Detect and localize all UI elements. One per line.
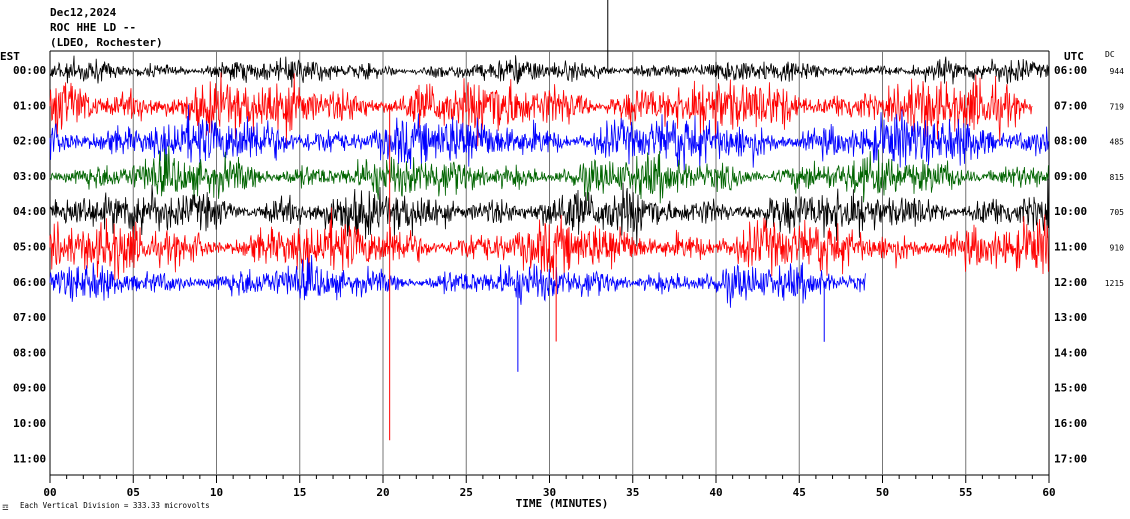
x-tick-label: 40 — [709, 486, 722, 499]
est-axis-title: EST — [0, 50, 20, 63]
utc-hour-label: 11:00 — [1054, 241, 1087, 254]
utc-hour-label: 08:00 — [1054, 135, 1087, 148]
est-hour-label: 07:00 — [13, 311, 46, 324]
est-hour-label: 01:00 — [13, 99, 46, 112]
est-hour-label: 08:00 — [13, 346, 46, 359]
utc-axis-title: UTC — [1064, 50, 1084, 63]
header-date: Dec12,2024 — [50, 6, 117, 19]
row-labels: 00:00 06:00 944 01:00 07:00 719 02:00 08:00 485 0… — [13, 64, 1124, 465]
x-tick-label: 60 — [1042, 486, 1055, 499]
trace-row-00:00 — [49, 55, 1049, 88]
utc-hour-label: 07:00 — [1054, 99, 1087, 112]
utc-hour-label: 17:00 — [1054, 452, 1087, 465]
est-hour-label: 10:00 — [13, 417, 46, 430]
utc-hour-label: 13:00 — [1054, 311, 1087, 324]
est-hour-label: 00:00 — [13, 64, 46, 77]
trace-row-06:00 — [49, 254, 866, 308]
header-network: (LDEO, Rochester) — [50, 36, 163, 49]
x-axis-label: TIME (MINUTES) — [516, 497, 609, 510]
dc-offset-value: 944 — [1110, 67, 1125, 76]
x-tick-label: 55 — [959, 486, 972, 499]
trace-row-01:00 — [49, 72, 1033, 148]
x-tick-label: 00 — [43, 486, 56, 499]
trace-row-03:00 — [49, 145, 1049, 204]
x-tick-label: 15 — [293, 486, 306, 499]
dc-offset-value: 705 — [1110, 208, 1125, 217]
dc-offset-value: 719 — [1110, 102, 1125, 111]
x-tick-label: 30 — [543, 486, 556, 499]
x-tick-label: 20 — [376, 486, 389, 499]
est-hour-label: 04:00 — [13, 205, 46, 218]
dc-offset-value: 910 — [1110, 244, 1125, 253]
est-hour-label: 09:00 — [13, 382, 46, 395]
x-tick-label: 35 — [626, 486, 639, 499]
trace-row-04:00 — [49, 178, 1049, 247]
dc-offset-value: 815 — [1110, 173, 1125, 182]
x-tick-label: 05 — [127, 486, 140, 499]
utc-hour-label: 16:00 — [1054, 417, 1087, 430]
est-hour-label: 11:00 — [13, 452, 46, 465]
utc-hour-label: 10:00 — [1054, 205, 1087, 218]
utc-hour-label: 06:00 — [1054, 64, 1087, 77]
utc-hour-label: 15:00 — [1054, 382, 1087, 395]
x-tick-label: 50 — [876, 486, 889, 499]
x-tick-label: 10 — [210, 486, 223, 499]
est-hour-label: 02:00 — [13, 135, 46, 148]
dc-offset-value: 485 — [1110, 138, 1125, 147]
x-axis: 00 05 10 15 20 25 30 35 40 45 50 55 60 — [43, 475, 1056, 499]
trace-row-02:00 — [49, 104, 1049, 172]
est-hour-label: 05:00 — [13, 241, 46, 254]
vertical-division-note: Each Vertical Division = 333.33 microvol… — [20, 501, 210, 510]
est-hour-label: 06:00 — [13, 276, 46, 289]
utc-hour-label: 14:00 — [1054, 346, 1087, 359]
header-station: ROC HHE LD -- — [50, 21, 136, 34]
trace-row-05:00 — [49, 207, 1049, 281]
x-tick-label: 45 — [793, 486, 806, 499]
dc-offset-value: 1215 — [1105, 279, 1124, 288]
utc-hour-label: 09:00 — [1054, 170, 1087, 183]
seismic-traces — [49, 0, 1049, 441]
footnote-marker-icon: ☲ — [2, 503, 9, 512]
utc-hour-label: 12:00 — [1054, 276, 1087, 289]
est-hour-label: 03:00 — [13, 170, 46, 183]
x-tick-label: 25 — [460, 486, 473, 499]
dc-column-title: DC — [1105, 50, 1115, 59]
